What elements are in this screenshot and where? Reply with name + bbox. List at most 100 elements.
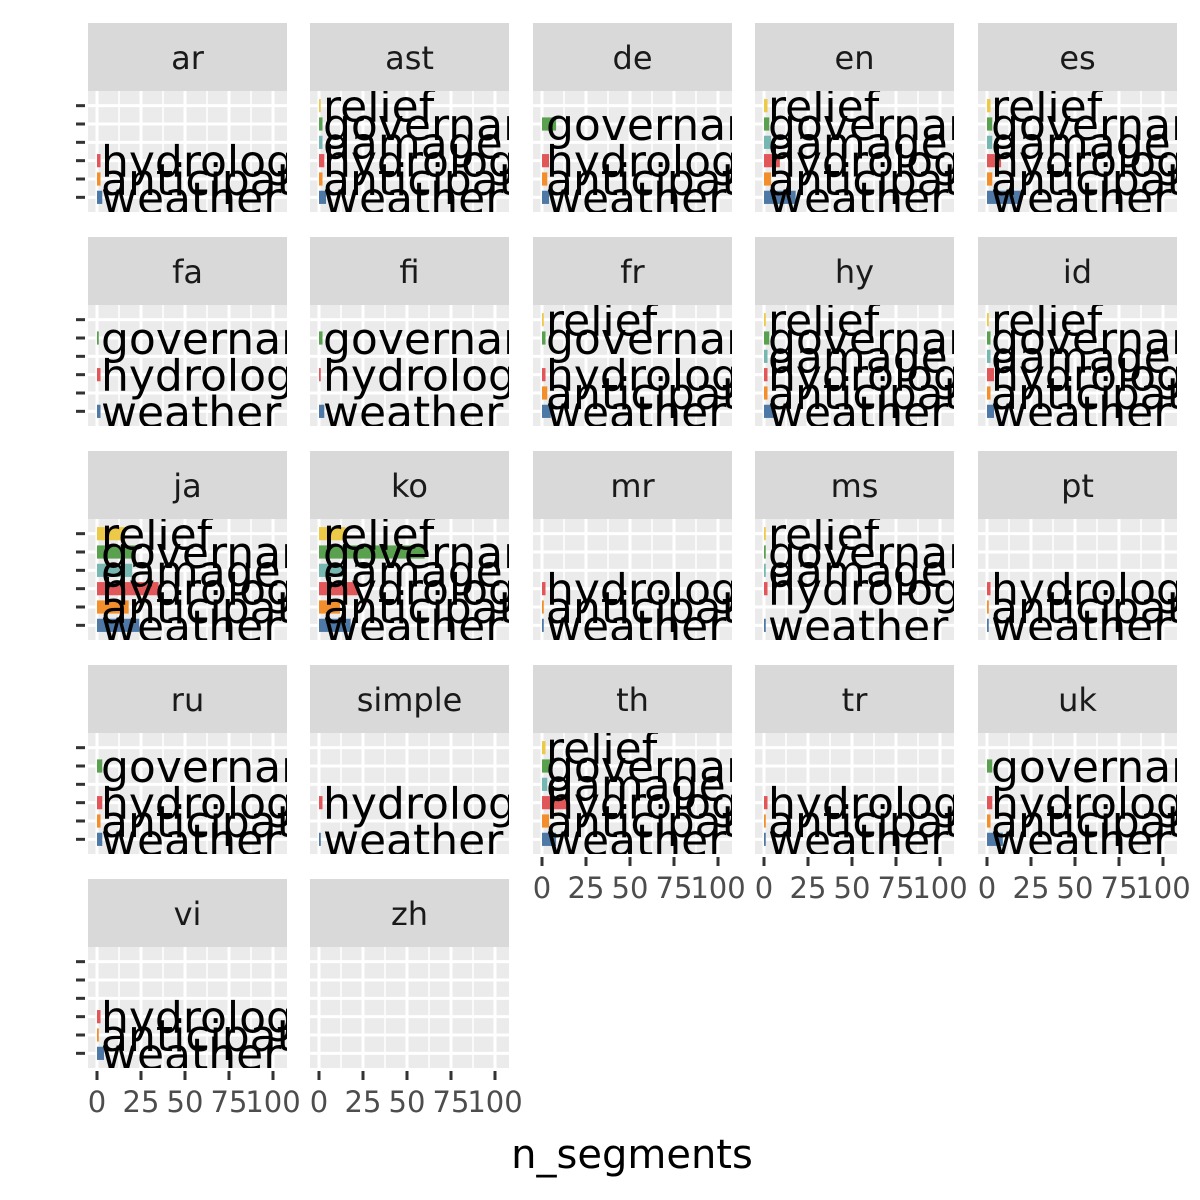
bar-label-hydrology: hydrology: [101, 779, 320, 830]
bar-damage: [319, 563, 344, 577]
facet-panel-uk: ukweatheranticipationhydrologygovernance…: [978, 665, 1200, 905]
facet-panel-en: enweatheranticipationhydrologydamagegove…: [755, 23, 987, 212]
bar-label-governance: governance: [991, 100, 1200, 151]
facet-strip: [310, 237, 509, 305]
facet-strip-label: vi: [174, 895, 202, 933]
x-tick-label: 50: [1057, 871, 1094, 905]
bar-label-hydrology: hydrology: [768, 779, 987, 830]
facet-panel-ast: astweatheranticipationhydrologydamagegov…: [310, 23, 582, 212]
bar-label-damage: damage: [323, 118, 503, 169]
bar-weather: [97, 618, 140, 632]
bar-weather: [987, 618, 989, 632]
bar-hydrology: [319, 154, 325, 168]
facet-panel-fr: frweatheranticipationhydrologygovernance…: [533, 237, 732, 426]
bar-weather: [542, 618, 544, 632]
facet-strip: [310, 879, 509, 947]
facet-panels: arweatheranticipationhydrologyastweather…: [76, 23, 1200, 1119]
bar-label-relief: relief: [768, 82, 881, 133]
x-tick-label: 25: [568, 871, 605, 905]
bar-label-anticipation: anticipation: [546, 797, 806, 848]
x-axis-title: n_segments: [511, 1132, 753, 1178]
bar-label-relief: relief: [768, 510, 881, 561]
facet-strip: [533, 237, 732, 305]
bar-label-anticipation: anticipation: [546, 155, 806, 206]
facet-panel-id: idweatheranticipationhydrologydamagegove…: [978, 237, 1177, 426]
bar-label-anticipation: anticipation: [991, 583, 1200, 634]
facet-strip: [755, 23, 954, 91]
facet-strip: [533, 451, 732, 519]
facet-strip: [978, 237, 1177, 305]
bar-weather: [542, 832, 557, 846]
x-tick-label: 0: [88, 1085, 106, 1119]
bar-label-hydrology: hydrology: [101, 137, 320, 188]
bar-relief: [319, 99, 321, 113]
bar-damage: [764, 349, 768, 363]
panel-background: [88, 91, 287, 212]
facet-strip: [533, 23, 732, 91]
facet-strip-label: es: [1059, 39, 1095, 77]
facet-strip: [533, 665, 732, 733]
panel-background: [310, 305, 509, 426]
bar-damage: [987, 349, 991, 363]
bar-anticipation: [97, 1028, 99, 1042]
facet-strip-label: fa: [172, 253, 203, 291]
bar-weather: [319, 832, 321, 846]
bar-weather: [97, 404, 101, 418]
bar-relief: [764, 527, 766, 541]
bar-label-hydrology: hydrology: [323, 137, 542, 188]
panel-background: [88, 305, 287, 426]
bar-hydrology: [987, 796, 993, 810]
bar-anticipation: [987, 814, 991, 828]
x-tick-label: 25: [1013, 871, 1050, 905]
bar-anticipation: [764, 172, 772, 186]
bar-relief: [542, 741, 546, 755]
facet-strip: [310, 23, 509, 91]
facet-strip: [310, 665, 509, 733]
bar-weather: [542, 404, 551, 418]
bar-relief: [764, 99, 768, 113]
bar-hydrology: [764, 582, 768, 596]
bar-governance: [764, 331, 770, 345]
bar-hydrology: [97, 1010, 101, 1024]
x-tick-label: 50: [167, 1085, 204, 1119]
facet-strip-label: tr: [842, 681, 869, 719]
bar-label-governance: governance: [101, 314, 360, 365]
bar-hydrology: [987, 582, 991, 596]
bar-hydrology: [987, 368, 995, 382]
bar-weather: [764, 618, 766, 632]
bar-label-anticipation: anticipation: [768, 797, 1028, 848]
bar-weather: [542, 190, 550, 204]
bar-label-governance: governance: [768, 528, 1027, 579]
facet-panel-pt: ptweatheranticipationhydrology: [978, 451, 1200, 640]
facet-panel-ja: jaweatheranticipationhydrologydamagegove…: [76, 451, 287, 640]
panel-background: [978, 733, 1177, 854]
facet-panel-hy: hyweatheranticipationhydrologydamagegove…: [755, 237, 1028, 426]
bar-hydrology: [97, 796, 103, 810]
bar-label-governance: governance: [323, 100, 582, 151]
bar-hydrology: [319, 368, 321, 382]
bar-label-hydrology: hydrology: [768, 137, 987, 188]
x-tick-label: 100: [245, 1085, 300, 1119]
facet-strip-label: ja: [172, 467, 202, 505]
bar-label-damage: damage: [991, 118, 1171, 169]
bar-label-governance: governance: [768, 314, 1027, 365]
bar-governance: [319, 331, 323, 345]
x-tick-label: 0: [310, 1085, 328, 1119]
panel-background: [88, 733, 287, 854]
x-tick-label: 50: [389, 1085, 426, 1119]
bar-label-anticipation: anticipation: [768, 369, 1028, 420]
bar-relief: [542, 313, 544, 327]
facet-strip: [88, 23, 287, 91]
facet-strip: [755, 451, 954, 519]
x-tick-label: 0: [978, 871, 996, 905]
bar-weather: [319, 404, 325, 418]
panel-background: [755, 733, 954, 854]
facet-strip-label: hy: [835, 253, 874, 291]
facet-strip-label: fi: [399, 253, 419, 291]
bar-label-hydrology: hydrology: [991, 779, 1200, 830]
panel-background: [755, 519, 954, 640]
